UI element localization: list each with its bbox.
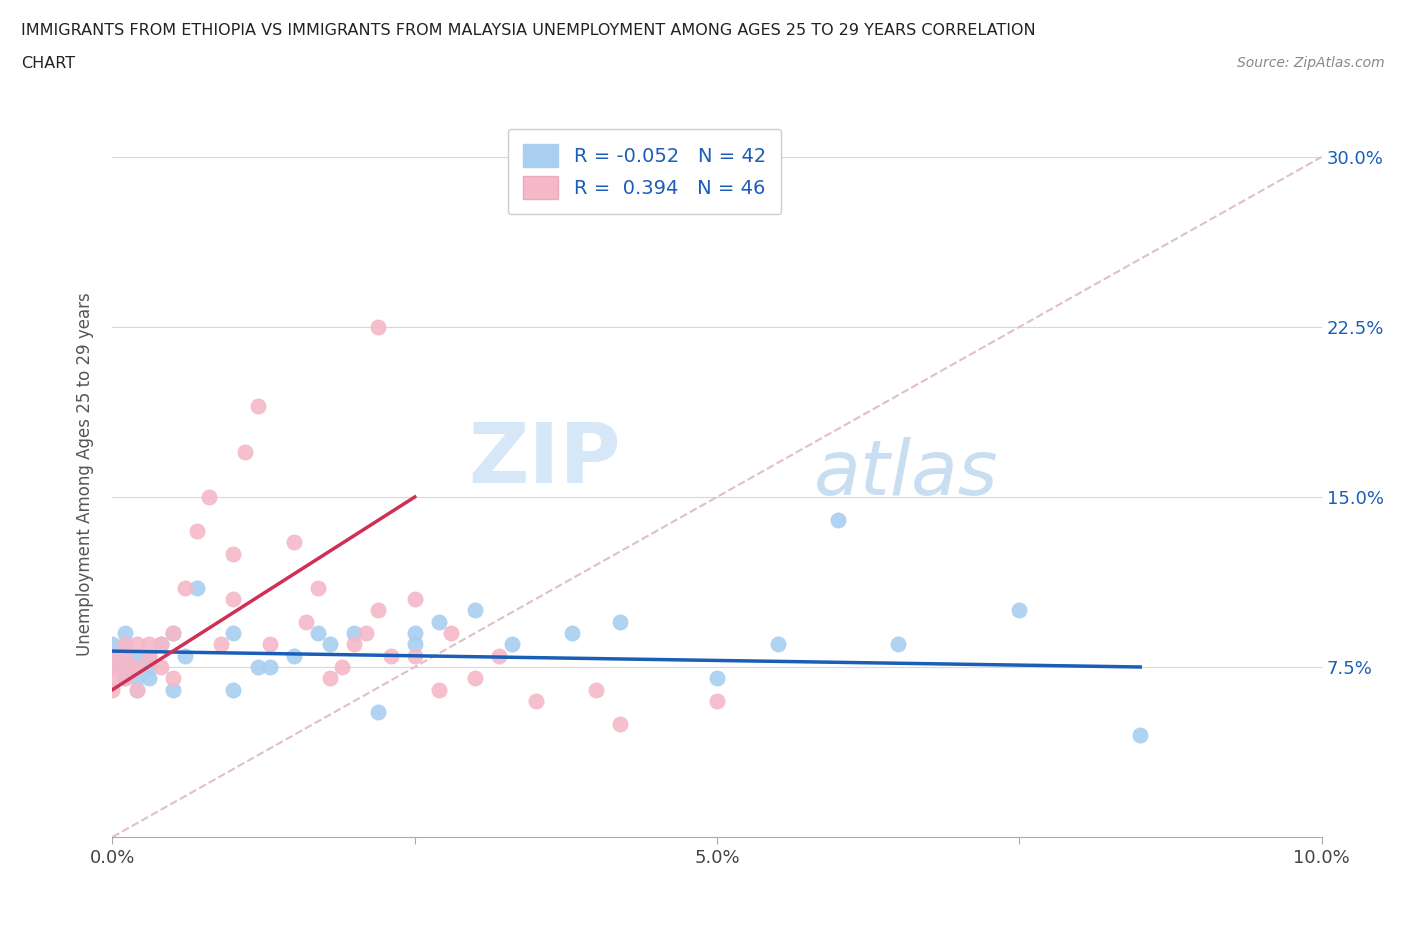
Point <box>101 648 124 663</box>
Point <box>706 694 728 709</box>
Point <box>295 614 318 629</box>
Point <box>174 580 197 595</box>
Point <box>101 659 124 674</box>
Point <box>138 648 160 663</box>
Point <box>307 580 329 595</box>
Point <box>198 489 221 504</box>
Point <box>174 648 197 663</box>
Point <box>114 648 136 663</box>
Point <box>427 614 450 629</box>
Point <box>101 637 124 652</box>
Point <box>125 683 148 698</box>
Point <box>404 637 426 652</box>
Point <box>766 637 789 652</box>
Point <box>1129 727 1152 742</box>
Point <box>307 626 329 641</box>
Point <box>162 626 184 641</box>
Point <box>138 671 160 685</box>
Text: ZIP: ZIP <box>468 419 620 500</box>
Point <box>585 683 607 698</box>
Point <box>222 683 245 698</box>
Text: atlas: atlas <box>814 437 998 512</box>
Point <box>125 659 148 674</box>
Point <box>138 648 160 663</box>
Point <box>488 648 510 663</box>
Point <box>114 626 136 641</box>
Point <box>149 659 172 674</box>
Point <box>283 648 305 663</box>
Point <box>319 671 342 685</box>
Point <box>404 648 426 663</box>
Point <box>887 637 910 652</box>
Text: Source: ZipAtlas.com: Source: ZipAtlas.com <box>1237 56 1385 70</box>
Text: CHART: CHART <box>21 56 75 71</box>
Point <box>101 659 124 674</box>
Point <box>404 591 426 606</box>
Point <box>1008 603 1031 618</box>
Point <box>827 512 849 527</box>
Point <box>114 671 136 685</box>
Point <box>125 659 148 674</box>
Point <box>404 626 426 641</box>
Point <box>501 637 523 652</box>
Point <box>246 659 269 674</box>
Point <box>427 683 450 698</box>
Point <box>101 671 124 685</box>
Point <box>125 648 148 663</box>
Point <box>162 626 184 641</box>
Point <box>464 603 486 618</box>
Point <box>162 671 184 685</box>
Point <box>114 637 136 652</box>
Point <box>125 683 148 698</box>
Point <box>186 580 208 595</box>
Point <box>101 683 124 698</box>
Point <box>561 626 583 641</box>
Point <box>259 637 281 652</box>
Point <box>222 546 245 561</box>
Point <box>380 648 402 663</box>
Point <box>114 671 136 685</box>
Point <box>609 614 631 629</box>
Point <box>149 637 172 652</box>
Point <box>235 445 257 459</box>
Point <box>222 591 245 606</box>
Point <box>209 637 232 652</box>
Point <box>356 626 378 641</box>
Point <box>330 659 353 674</box>
Point <box>138 659 160 674</box>
Point <box>186 524 208 538</box>
Point <box>125 671 148 685</box>
Point <box>343 637 366 652</box>
Point <box>114 659 136 674</box>
Point <box>524 694 547 709</box>
Point <box>440 626 463 641</box>
Point <box>283 535 305 550</box>
Y-axis label: Unemployment Among Ages 25 to 29 years: Unemployment Among Ages 25 to 29 years <box>76 292 94 657</box>
Point <box>162 683 184 698</box>
Point <box>149 637 172 652</box>
Point <box>464 671 486 685</box>
Point <box>319 637 342 652</box>
Point <box>114 659 136 674</box>
Point <box>343 626 366 641</box>
Point <box>609 716 631 731</box>
Point <box>259 659 281 674</box>
Point <box>114 637 136 652</box>
Point <box>101 648 124 663</box>
Point <box>125 637 148 652</box>
Point <box>246 399 269 414</box>
Point <box>367 705 389 720</box>
Point <box>367 603 389 618</box>
Point <box>706 671 728 685</box>
Text: IMMIGRANTS FROM ETHIOPIA VS IMMIGRANTS FROM MALAYSIA UNEMPLOYMENT AMONG AGES 25 : IMMIGRANTS FROM ETHIOPIA VS IMMIGRANTS F… <box>21 23 1036 38</box>
Point <box>222 626 245 641</box>
Point <box>367 320 389 335</box>
Point <box>114 648 136 663</box>
Point <box>138 637 160 652</box>
Legend: R = -0.052   N = 42, R =  0.394   N = 46: R = -0.052 N = 42, R = 0.394 N = 46 <box>508 128 782 214</box>
